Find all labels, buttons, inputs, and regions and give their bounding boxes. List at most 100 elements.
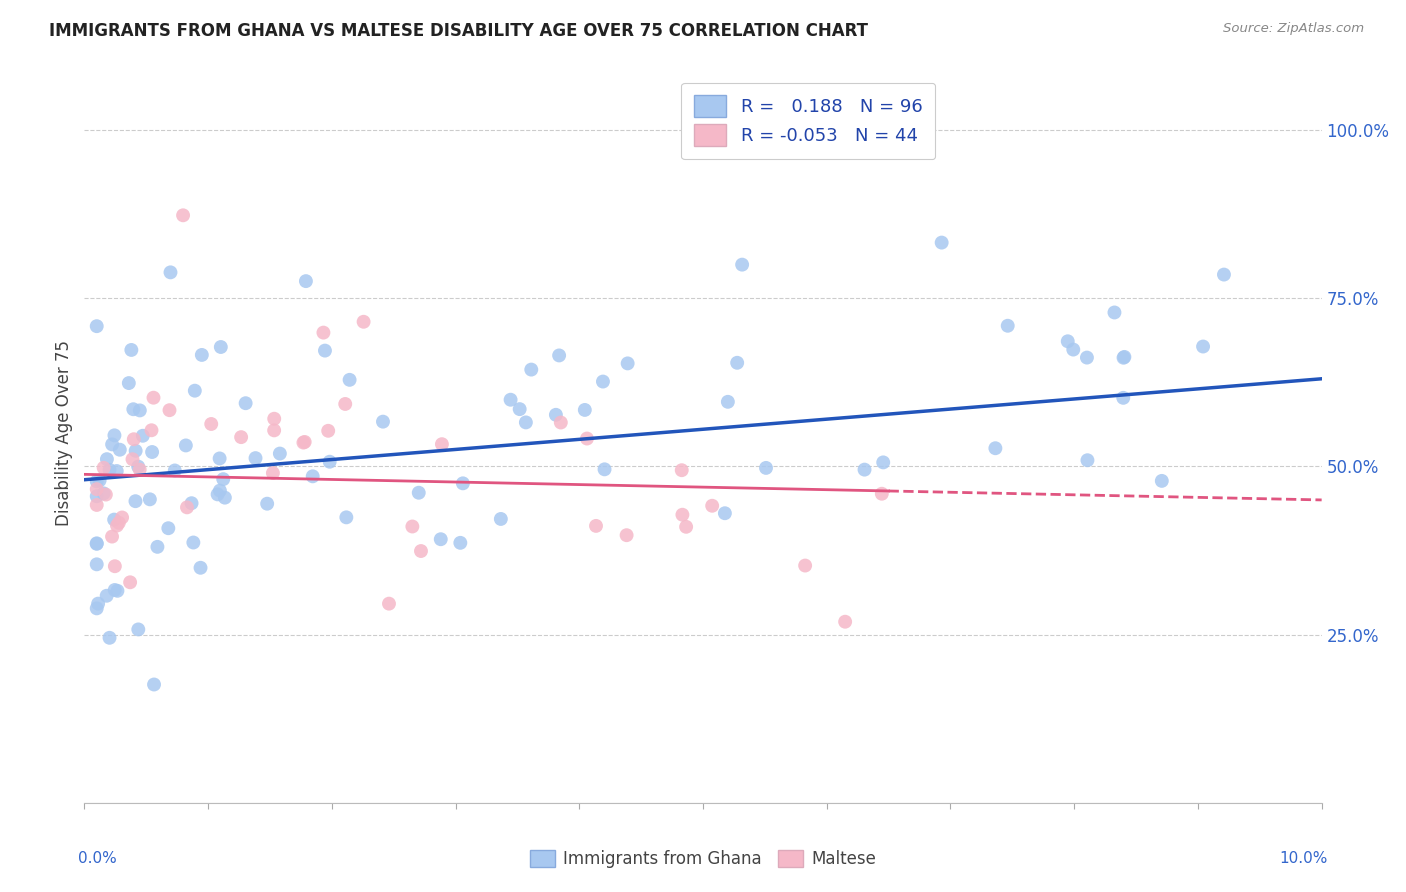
- Point: [429, 533, 451, 547]
- Point: [371, 415, 394, 429]
- Point: [174, 438, 197, 452]
- Point: [128, 403, 150, 417]
- Point: [515, 416, 537, 430]
- Point: [96, 452, 118, 467]
- Point: [214, 491, 236, 505]
- Point: [269, 446, 291, 460]
- Point: [294, 434, 316, 449]
- Point: [520, 362, 543, 376]
- Point: [103, 428, 125, 442]
- Point: [146, 540, 169, 554]
- Point: [163, 463, 186, 477]
- Point: [702, 499, 724, 513]
- Point: [184, 384, 207, 398]
- Point: [616, 356, 638, 370]
- Point: [717, 394, 740, 409]
- Point: [98, 631, 121, 645]
- Point: [212, 472, 235, 486]
- Point: [316, 424, 339, 438]
- Point: [489, 512, 512, 526]
- Point: [94, 487, 117, 501]
- Point: [245, 451, 267, 466]
- Point: [86, 489, 108, 503]
- Point: [191, 348, 214, 362]
- Point: [101, 530, 124, 544]
- Point: [318, 455, 340, 469]
- Point: [103, 513, 125, 527]
- Point: [263, 411, 285, 425]
- Point: [120, 343, 142, 357]
- Point: [86, 475, 108, 489]
- Point: [121, 452, 143, 467]
- Point: [120, 575, 142, 590]
- Point: [122, 402, 145, 417]
- Point: [87, 597, 110, 611]
- Text: 10.0%: 10.0%: [1279, 851, 1327, 866]
- Point: [574, 403, 596, 417]
- Point: [128, 462, 150, 476]
- Point: [550, 416, 572, 430]
- Point: [544, 408, 567, 422]
- Point: [409, 544, 432, 558]
- Point: [339, 373, 361, 387]
- Point: [870, 487, 893, 501]
- Point: [105, 518, 128, 533]
- Point: [235, 396, 257, 410]
- Point: [262, 466, 284, 480]
- Point: [127, 459, 149, 474]
- Point: [1062, 343, 1084, 357]
- Point: [108, 442, 131, 457]
- Point: [86, 536, 108, 550]
- Point: [872, 455, 894, 469]
- Point: [931, 235, 953, 250]
- Point: [86, 537, 108, 551]
- Point: [139, 492, 162, 507]
- Point: [1192, 339, 1215, 353]
- Point: [616, 528, 638, 542]
- Point: [725, 356, 748, 370]
- Point: [127, 623, 149, 637]
- Point: [132, 429, 155, 443]
- Text: 0.0%: 0.0%: [79, 851, 117, 866]
- Point: [592, 375, 614, 389]
- Point: [108, 516, 131, 530]
- Point: [675, 520, 697, 534]
- Point: [1076, 351, 1098, 365]
- Point: [731, 258, 754, 272]
- Point: [141, 445, 163, 459]
- Point: [209, 340, 232, 354]
- Point: [86, 319, 108, 334]
- Point: [263, 423, 285, 437]
- Point: [585, 519, 607, 533]
- Point: [207, 487, 229, 501]
- Point: [853, 462, 876, 476]
- Point: [93, 486, 115, 500]
- Point: [430, 437, 453, 451]
- Point: [190, 561, 212, 575]
- Point: [314, 343, 336, 358]
- Point: [335, 397, 357, 411]
- Point: [1114, 350, 1136, 364]
- Point: [671, 463, 693, 477]
- Point: [180, 496, 202, 510]
- Point: [834, 615, 856, 629]
- Point: [122, 432, 145, 446]
- Point: [86, 482, 108, 496]
- Point: [794, 558, 817, 573]
- Point: [159, 265, 181, 279]
- Point: [295, 274, 318, 288]
- Point: [509, 402, 531, 417]
- Point: [312, 326, 335, 340]
- Point: [104, 559, 127, 574]
- Point: [143, 677, 166, 691]
- Point: [118, 376, 141, 390]
- Point: [231, 430, 253, 444]
- Point: [1104, 305, 1126, 319]
- Point: [335, 510, 357, 524]
- Point: [96, 589, 118, 603]
- Point: [111, 510, 134, 524]
- Point: [755, 461, 778, 475]
- Point: [1076, 453, 1098, 467]
- Point: [183, 535, 205, 549]
- Point: [1112, 391, 1135, 405]
